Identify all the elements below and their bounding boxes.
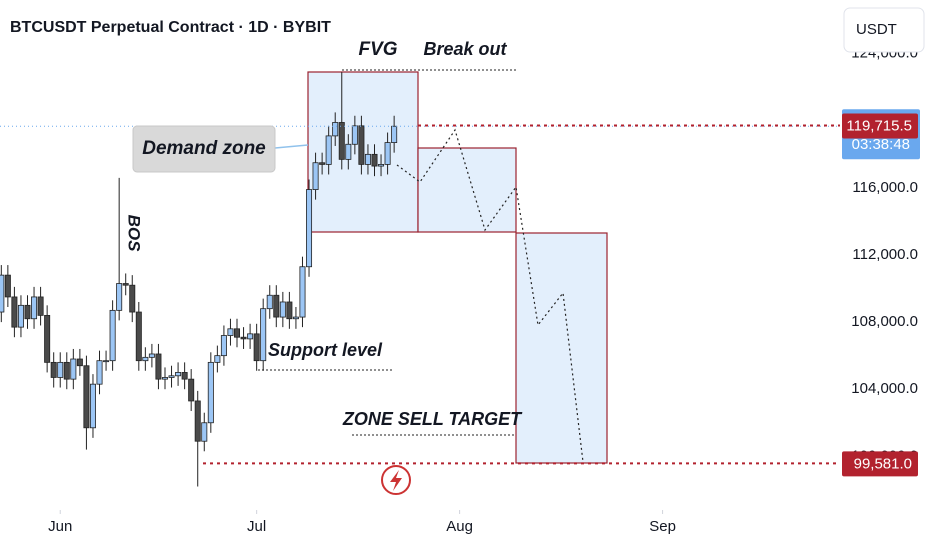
candle-body (50, 361, 57, 378)
candle-body (0, 274, 5, 313)
candle-body (188, 378, 195, 402)
bybit-icon (381, 465, 411, 495)
candle-body (338, 122, 345, 160)
candle-body (260, 308, 267, 362)
candle-body (76, 358, 83, 367)
candle-body (37, 296, 44, 316)
candle-body (306, 189, 313, 268)
price-line-box (842, 451, 918, 477)
candle-body (351, 125, 358, 145)
chart-title: BTCUSDT Perpetual Contract · 1D · BYBIT (10, 19, 331, 36)
demand-label: Demand zone (142, 138, 266, 159)
candle-body (312, 162, 319, 190)
candle-body (207, 361, 214, 424)
candle-body (292, 316, 299, 320)
candle-body (89, 383, 96, 429)
target-box (515, 232, 608, 464)
x-tick-label: Jul (247, 518, 266, 535)
candle-body (371, 153, 378, 167)
currency-button[interactable] (843, 7, 925, 53)
x-tick-label: Sep (649, 518, 676, 535)
y-tick-label: 116,000.0 (852, 179, 918, 196)
candle-body (181, 372, 188, 380)
candle-body (109, 309, 116, 362)
candle-body (319, 162, 326, 165)
y-tick-label: 108,000.0 (851, 313, 918, 330)
price-axis: 100,000.0104,000.0108,000.0112,000.0116,… (48, 0, 932, 550)
candle-body (148, 353, 155, 358)
candle-body (247, 333, 254, 340)
candle-body (332, 122, 339, 137)
price-line-box (842, 113, 918, 139)
candle-body (63, 361, 70, 380)
candle-body (279, 301, 286, 318)
candle-body (31, 296, 38, 320)
candle-body (129, 284, 136, 313)
fvg-label: FVG (358, 39, 397, 60)
candle-body (175, 372, 182, 377)
bos-label: BOS (125, 215, 144, 253)
demand-connector (274, 144, 309, 149)
candle-body (96, 360, 103, 385)
candle-body (253, 333, 260, 362)
candle-body (240, 336, 247, 340)
candle-body (194, 400, 201, 442)
candle-body (122, 283, 129, 286)
candle-body (4, 274, 11, 298)
price-line-label: 119,715.5 (846, 118, 912, 135)
candles (0, 72, 398, 487)
candle-body (345, 143, 352, 160)
candle-body (142, 356, 149, 362)
candle-body (44, 314, 51, 363)
candle-body (234, 328, 241, 338)
candle-body (364, 153, 371, 165)
candle-body (214, 355, 221, 363)
x-tick-label: Jun (48, 518, 72, 535)
y-tick-label: 112,000.0 (852, 246, 918, 263)
target-label: ZONE SELL TARGET (342, 409, 523, 429)
candle-body (286, 301, 293, 320)
candle-body (384, 142, 391, 165)
currency-label: USDT (856, 21, 897, 38)
candle-body (103, 360, 110, 363)
candle-body (227, 328, 234, 336)
candle-body (201, 422, 208, 442)
candle-body (273, 294, 280, 318)
candle-body (135, 311, 142, 362)
countdown-label: 03:38:48 (852, 136, 910, 153)
candle-body (83, 365, 90, 429)
candle-body (70, 358, 77, 380)
projection-box (417, 147, 517, 233)
breakout-label: Break out (423, 39, 507, 59)
candle-body (358, 125, 365, 165)
y-tick-label: 104,000.0 (851, 380, 918, 397)
candle-body (155, 353, 162, 380)
candle-body (17, 304, 24, 328)
candle-body (11, 296, 18, 328)
candle-body (168, 375, 175, 378)
candle-body (220, 335, 227, 357)
support-label: Support level (268, 340, 383, 360)
candle-body (266, 294, 273, 310)
candle-body (161, 377, 168, 380)
candle-body (325, 135, 332, 165)
candle-body (378, 164, 385, 167)
price-line-label: 99,581.0 (854, 455, 912, 472)
candle-body (116, 283, 123, 311)
demand-label-box (132, 125, 276, 173)
candle-body (24, 304, 31, 320)
x-tick-label: Aug (446, 518, 473, 535)
candle-body (391, 125, 398, 143)
candle-body (57, 361, 64, 378)
candle-body (299, 266, 306, 318)
